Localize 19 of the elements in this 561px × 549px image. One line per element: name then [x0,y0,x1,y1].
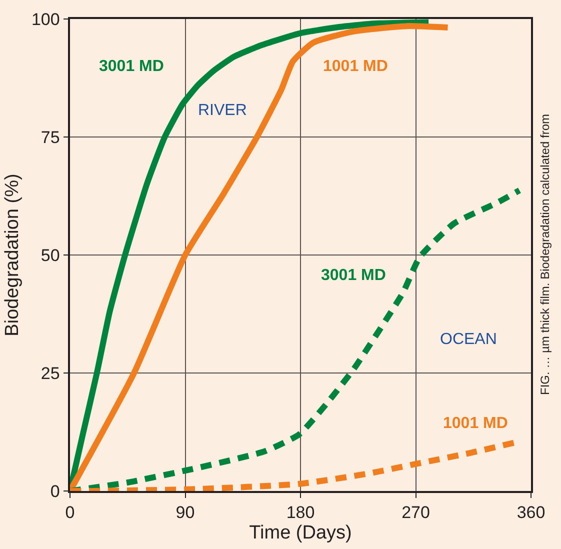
x-tick-label: 180 [286,503,315,522]
x-tick-label: 270 [402,503,430,522]
x-axis-title: Time (Days) [249,522,352,544]
y-axis-title: Biodegradation (%) [2,174,23,336]
annotation: OCEAN [440,331,497,348]
y-tick-label: 75 [40,128,60,147]
series-label: 1001 MD [323,58,388,75]
annotation: RIVER [198,102,247,119]
y-tick-label: 0 [50,482,60,501]
x-tick-label: 360 [516,503,546,522]
series-label: 3001 MD [321,267,386,284]
series-label: 1001 MD [443,415,508,432]
x-tick-label: 0 [65,503,75,522]
x-tick-label: 90 [176,503,195,522]
y-tick-label: 25 [40,364,60,383]
y-tick-label: 50 [40,246,60,265]
y-tick-label: 100 [31,10,60,29]
text: FIG. … µm thick film. Biodegradation calculated from [538,114,552,395]
text: 3001 MD [99,58,164,75]
